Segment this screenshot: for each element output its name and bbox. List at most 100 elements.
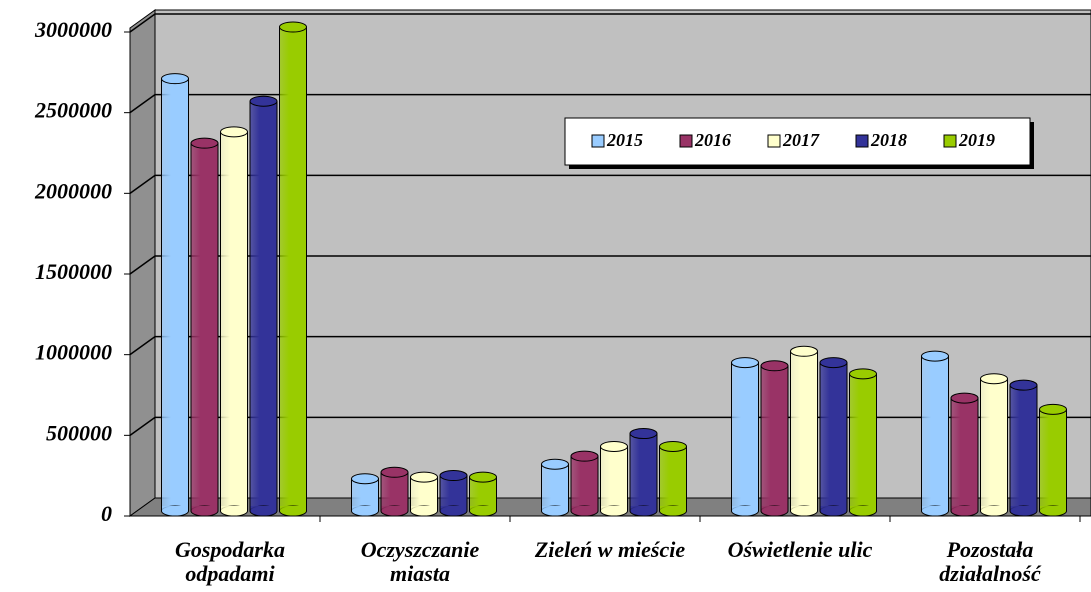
- bar-cover: [221, 506, 247, 511]
- bar-top: [190, 137, 219, 149]
- bar-top: [469, 471, 497, 483]
- bar-top: [249, 95, 278, 107]
- bar-cover: [732, 506, 758, 511]
- bar-cover: [1010, 506, 1037, 511]
- bar-top: [600, 440, 628, 452]
- bar: [279, 26, 307, 512]
- bar: [790, 350, 818, 512]
- y-tick-label: 0: [101, 501, 112, 526]
- y-tick-label: 1000000: [35, 340, 112, 365]
- bar: [541, 463, 569, 512]
- bar-cover: [542, 506, 568, 511]
- bar-top: [921, 350, 949, 362]
- bar-cover: [411, 506, 437, 511]
- legend-label: 2017: [782, 130, 820, 150]
- bar-cover: [280, 506, 306, 511]
- bar-cover: [761, 506, 788, 511]
- bar-cover: [250, 506, 277, 511]
- bar: [439, 475, 468, 512]
- bar-top: [980, 373, 1008, 385]
- bar-cover: [981, 506, 1007, 511]
- bar: [731, 362, 759, 512]
- x-tick-label: Pozostała działalność: [939, 537, 1041, 586]
- bar: [980, 378, 1008, 512]
- x-tick-label: Oświetlenie ulic: [727, 537, 873, 562]
- bar-cover: [601, 506, 627, 511]
- y-tick-label: 2500000: [34, 98, 112, 123]
- x-tick-label: Zieleń w mieście: [534, 537, 686, 562]
- y-tick-label: 3000000: [34, 17, 112, 42]
- bar-top: [279, 21, 307, 33]
- grid-line: [129, 335, 1091, 356]
- bar-cover: [630, 506, 657, 511]
- bar-cover: [440, 506, 467, 511]
- bar: [380, 471, 409, 512]
- legend-label: 2018: [870, 130, 907, 150]
- bar-top: [819, 357, 848, 369]
- bar: [161, 78, 189, 512]
- bar-top: [1039, 403, 1067, 415]
- bar: [1009, 384, 1038, 512]
- bar-top: [380, 466, 409, 478]
- bar-cover: [850, 506, 876, 511]
- bar-cover: [191, 506, 218, 511]
- y-tick-label: 1500000: [35, 259, 112, 284]
- grid-line: [129, 93, 1091, 114]
- bar: [220, 131, 248, 512]
- legend-label: 2015: [606, 130, 643, 150]
- bar-top: [790, 345, 818, 357]
- legend-swatch: [591, 134, 605, 148]
- bar: [469, 476, 497, 512]
- bar-top: [849, 368, 877, 380]
- bar: [410, 476, 438, 512]
- bar-cover: [571, 506, 598, 511]
- bar: [1039, 408, 1067, 512]
- x-tick-label: Gospodarka odpadami: [174, 537, 285, 586]
- bar: [849, 373, 877, 512]
- bar-cover: [352, 506, 378, 511]
- bar-cover: [381, 506, 408, 511]
- side-wall: [129, 9, 156, 517]
- legend-label: 2016: [694, 130, 731, 150]
- legend-swatch: [855, 134, 869, 148]
- bar-top: [760, 360, 789, 372]
- bar: [190, 142, 219, 512]
- y-tick-label: 2000000: [34, 178, 112, 203]
- legend-swatch: [943, 134, 957, 148]
- bar-cover: [660, 506, 686, 511]
- y-tick-label: 500000: [46, 420, 112, 445]
- bar-top: [950, 392, 979, 404]
- grid-line: [129, 174, 1091, 194]
- bar-cover: [922, 506, 948, 511]
- bar: [570, 455, 599, 512]
- bar-cover: [820, 506, 847, 511]
- bar-top: [161, 73, 189, 85]
- legend-label: 2019: [958, 130, 995, 150]
- bar-cover: [470, 506, 496, 511]
- bar-top: [351, 473, 379, 485]
- bar-top: [731, 357, 759, 369]
- bar-cover: [1040, 506, 1066, 511]
- bar-top: [410, 471, 438, 483]
- bar: [629, 433, 658, 512]
- grid-line: [129, 255, 1091, 275]
- bar: [600, 445, 628, 512]
- x-tick-label: Oczyszczanie miasta: [360, 537, 480, 586]
- bar: [659, 445, 687, 512]
- bar: [760, 365, 789, 512]
- bar-top: [659, 440, 687, 452]
- bar: [819, 362, 848, 512]
- bar: [249, 100, 278, 512]
- legend-swatch: [767, 134, 781, 148]
- bar-top: [629, 428, 658, 440]
- legend-swatch: [679, 134, 693, 148]
- bar-cover: [791, 506, 817, 511]
- bar-top: [220, 126, 248, 138]
- bar-cover: [951, 506, 978, 511]
- bar-top: [541, 458, 569, 470]
- bar-cover: [162, 506, 188, 511]
- bar: [950, 397, 979, 512]
- bar: [921, 355, 949, 512]
